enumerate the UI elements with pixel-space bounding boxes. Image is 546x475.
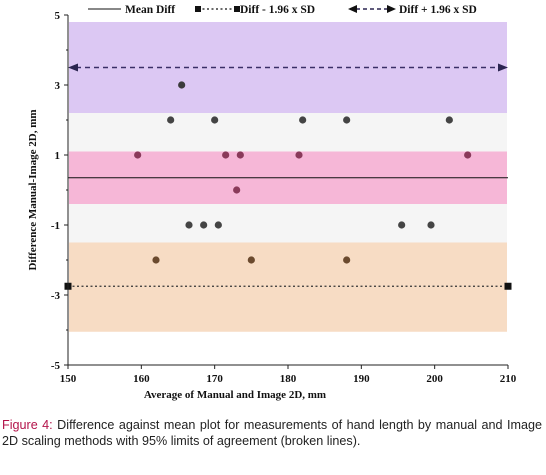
x-tick-label: 190 [353, 373, 370, 385]
caption-text: Difference against mean plot for measure… [2, 418, 542, 448]
legend-lower-label: Diff - 1.96 x SD [240, 4, 315, 16]
legend-upper-label: Diff + 1.96 x SD [399, 4, 477, 16]
x-tick-label: 210 [500, 373, 517, 385]
data-point [427, 221, 435, 229]
upper-limit-arrow-right [498, 63, 508, 72]
data-point [233, 186, 241, 194]
y-tick-label: -5 [51, 360, 61, 372]
data-point [222, 151, 230, 159]
data-point [236, 151, 244, 159]
upper-limit-arrow-left [68, 63, 78, 72]
data-point [247, 256, 255, 264]
bland-altman-chart: -5 -3 -1 1 3 5 150 160 170 180 190 200 210 Average of… [27, 4, 517, 401]
legend-lower-marker-left [195, 6, 201, 12]
figure-caption: Figure 4: Difference against mean plot f… [2, 417, 542, 449]
data-point [464, 151, 472, 159]
x-tick-label: 200 [426, 373, 443, 385]
band-1 [69, 113, 507, 152]
data-point [167, 116, 175, 124]
y-tick-label: -1 [51, 220, 60, 232]
data-point [134, 151, 142, 159]
data-point [445, 116, 453, 124]
x-tick-label: 180 [280, 373, 297, 385]
data-point [178, 81, 186, 89]
x-tick-label: 150 [60, 373, 77, 385]
data-point [214, 221, 222, 229]
caption-label: Figure 4: [2, 418, 53, 432]
y-tick-label: 3 [55, 80, 61, 92]
y-tick-label: 1 [55, 150, 61, 162]
y-axis-title: Difference Manual-Image 2D, mm [27, 109, 39, 270]
x-tick-label: 160 [133, 373, 150, 385]
y-tick-label: 5 [55, 10, 61, 22]
data-point [295, 151, 303, 159]
data-point [200, 221, 208, 229]
x-tick-label: 170 [206, 373, 223, 385]
y-tick-label: -3 [51, 290, 61, 302]
legend-upper-arrow-right [387, 5, 396, 13]
data-point [211, 116, 219, 124]
x-axis-title: Average of Manual and Image 2D, mm [144, 389, 326, 401]
band-3 [69, 204, 507, 243]
lower-limit-marker-right [504, 282, 512, 290]
legend-upper-arrow-left [348, 5, 357, 13]
band-4 [69, 242, 507, 332]
data-point [398, 221, 406, 229]
data-point [343, 116, 351, 124]
legend-lower-marker-right [234, 6, 240, 12]
data-point [299, 116, 307, 124]
data-point [152, 256, 160, 264]
data-point [343, 256, 351, 264]
data-point [185, 221, 193, 229]
legend-mean-label: Mean Diff [125, 4, 175, 16]
